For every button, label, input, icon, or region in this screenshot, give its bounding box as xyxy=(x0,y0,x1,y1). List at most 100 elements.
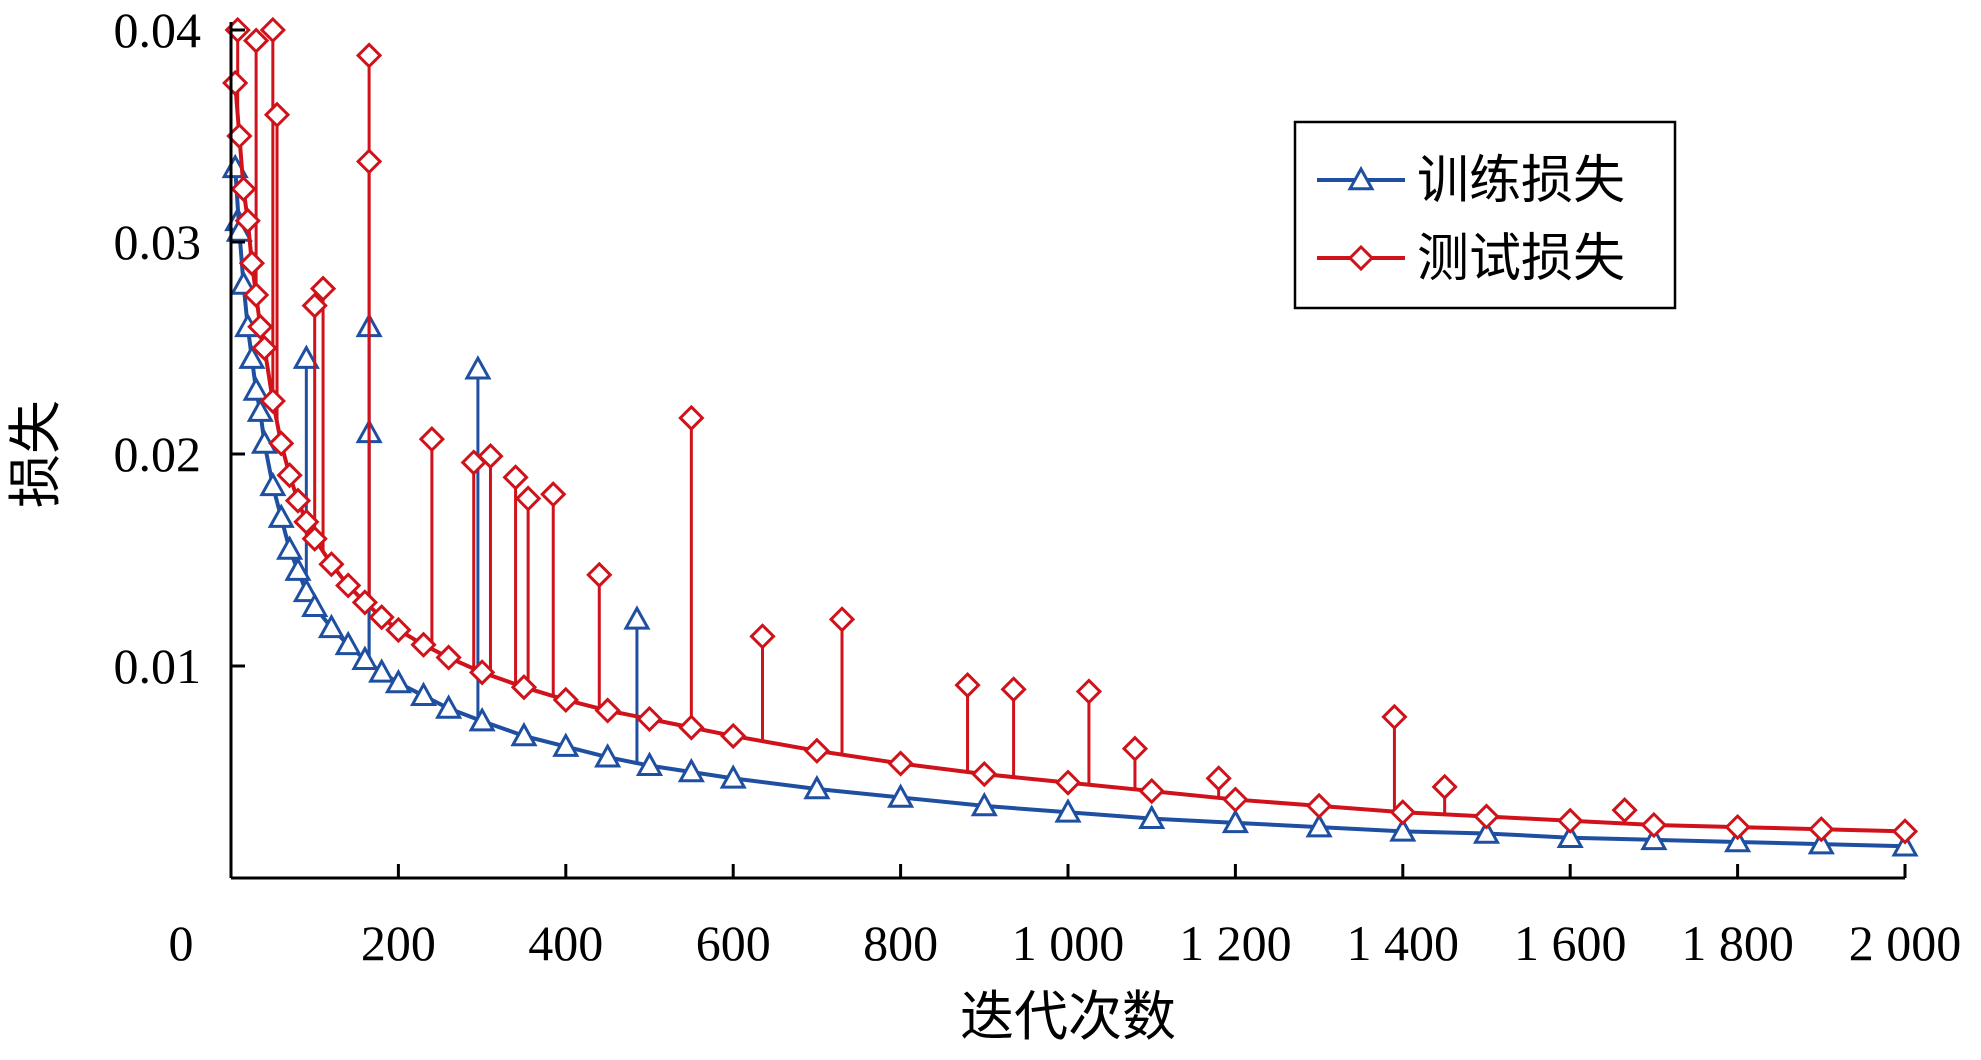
data-point xyxy=(230,175,257,203)
data-point xyxy=(334,630,362,656)
data-point xyxy=(677,757,705,783)
data-point xyxy=(803,737,831,764)
data-point xyxy=(351,645,379,670)
x-tick-label: 800 xyxy=(863,915,938,971)
data-point xyxy=(552,686,579,714)
data-point xyxy=(268,430,295,457)
spike-point xyxy=(1075,678,1103,705)
data-point xyxy=(1640,825,1668,851)
spike-point xyxy=(309,275,337,302)
data-point xyxy=(1221,808,1249,834)
data-point xyxy=(594,697,621,724)
data-point xyxy=(385,616,412,644)
spike-point xyxy=(355,42,383,69)
data-point xyxy=(301,592,329,617)
legend-marker xyxy=(1347,165,1375,191)
data-point xyxy=(292,577,320,603)
data-point xyxy=(594,743,622,768)
spike-point xyxy=(464,355,492,380)
spike-point xyxy=(540,481,567,508)
series-test-loss xyxy=(222,16,1919,845)
data-point xyxy=(301,525,328,552)
data-point xyxy=(1724,813,1751,841)
data-point xyxy=(384,668,412,694)
spike-point xyxy=(515,485,542,512)
data-point xyxy=(970,791,998,817)
data-point xyxy=(259,471,287,497)
data-point xyxy=(678,714,705,741)
data-point xyxy=(246,397,274,422)
spike-point xyxy=(623,605,651,630)
spike-point xyxy=(301,292,328,319)
spike-point xyxy=(1381,703,1408,731)
data-point xyxy=(803,774,831,800)
data-point xyxy=(410,631,437,658)
data-point xyxy=(1305,792,1333,820)
spike-point xyxy=(418,426,446,453)
x-tick-label: 1 800 xyxy=(1681,915,1794,971)
data-point xyxy=(720,722,747,750)
x-tick-label: 1 400 xyxy=(1347,915,1460,971)
spike-point xyxy=(242,27,270,54)
data-point xyxy=(1891,818,1919,845)
data-point xyxy=(335,572,362,599)
x-axis-title: 迭代次数 xyxy=(960,985,1176,1048)
data-point xyxy=(1305,813,1333,838)
x-tick-label: 0 xyxy=(169,915,194,971)
x-tick-label: 2 000 xyxy=(1849,915,1962,971)
data-point xyxy=(435,694,463,719)
spike-point xyxy=(954,671,981,699)
data-point xyxy=(251,334,278,362)
data-point xyxy=(1557,807,1584,834)
data-point xyxy=(238,344,266,369)
data-point xyxy=(267,503,295,528)
spike-point xyxy=(1000,676,1027,703)
legend-label: 训练损失 xyxy=(1417,151,1625,211)
y-tick-label: 0.01 xyxy=(114,638,202,694)
data-point xyxy=(409,681,438,706)
data-point xyxy=(435,644,462,671)
data-point xyxy=(1724,827,1752,853)
data-point xyxy=(1473,803,1500,830)
data-point xyxy=(719,764,747,789)
spike-point xyxy=(1611,797,1638,824)
y-axis-title: 损失 xyxy=(4,400,67,508)
x-tick-label: 600 xyxy=(696,915,771,971)
data-point xyxy=(276,535,304,560)
data-point xyxy=(1138,804,1166,829)
data-point xyxy=(1389,799,1416,826)
spike-point xyxy=(259,16,286,44)
data-point xyxy=(317,613,345,639)
data-point xyxy=(887,750,914,777)
data-point xyxy=(1222,786,1249,813)
data-point xyxy=(276,462,303,489)
data-point xyxy=(1138,777,1165,805)
series-layer xyxy=(221,16,1919,857)
data-point xyxy=(971,760,998,788)
data-point xyxy=(1389,817,1417,842)
data-point xyxy=(468,659,496,686)
data-point xyxy=(1054,769,1082,796)
data-point xyxy=(284,487,312,514)
data-point xyxy=(234,207,261,234)
legend-label: 测试损失 xyxy=(1417,229,1625,289)
spike-point xyxy=(477,442,504,470)
data-point xyxy=(1891,832,1919,857)
data-point xyxy=(284,556,312,581)
x-tick-label: 200 xyxy=(361,915,436,971)
spike-point xyxy=(749,623,776,650)
data-point xyxy=(222,69,249,97)
data-point xyxy=(293,508,320,535)
x-tick-label: 1 600 xyxy=(1514,915,1627,971)
spike-point xyxy=(586,561,613,588)
x-tick-label: 1 200 xyxy=(1179,915,1292,971)
spike-point xyxy=(502,464,529,491)
data-point xyxy=(1556,823,1584,849)
data-point xyxy=(1807,829,1835,855)
y-tick-label: 0.04 xyxy=(114,2,202,58)
spike-point xyxy=(678,404,705,432)
y-tick-label: 0.02 xyxy=(114,426,202,482)
